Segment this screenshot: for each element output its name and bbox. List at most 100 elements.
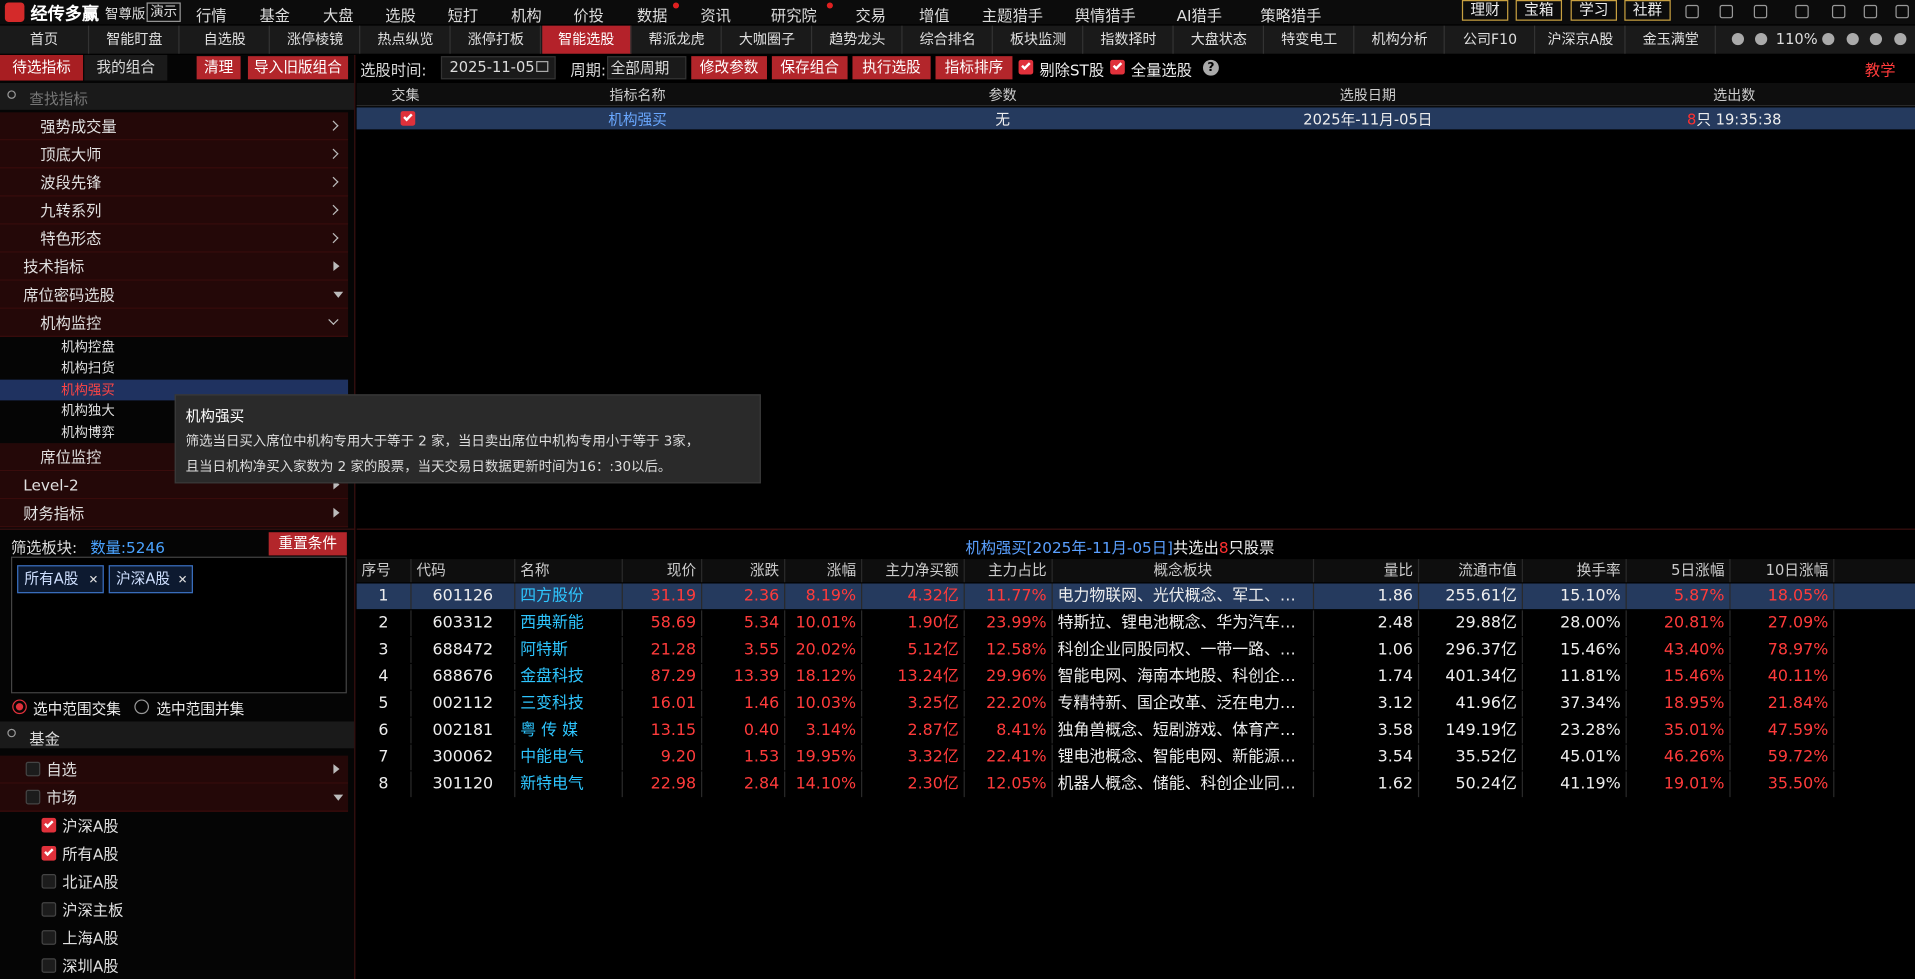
window-icon[interactable] <box>1719 4 1734 19</box>
tree-item[interactable]: 机构控盘 <box>0 337 348 358</box>
menu-button[interactable]: 学习 <box>1570 0 1618 21</box>
tab[interactable]: 趋势龙头 <box>813 25 903 54</box>
filter-tag[interactable]: 沪深A股 <box>108 565 193 594</box>
toolbar-icon[interactable] <box>1869 32 1883 46</box>
radio[interactable] <box>12 699 27 715</box>
tree-item[interactable]: 特色形态 <box>0 224 349 253</box>
date-input[interactable] <box>440 56 556 80</box>
menu-item[interactable]: 基金 <box>259 6 291 25</box>
menu-item[interactable]: 机构 <box>511 6 542 25</box>
tab[interactable]: 金玉满堂 <box>1627 25 1716 54</box>
menu-item[interactable]: 大盘 <box>323 6 354 25</box>
column-header[interactable]: 序号 <box>357 559 412 583</box>
toolbar-button[interactable]: 指标排序 <box>935 56 1013 80</box>
window-icon[interactable] <box>1685 4 1699 19</box>
toolbar-icon[interactable] <box>1731 32 1745 46</box>
toolbar-icon[interactable] <box>1755 32 1768 46</box>
menu-item[interactable]: 增值 <box>919 6 950 25</box>
menu-item[interactable]: 价投 <box>573 6 604 25</box>
tree-item[interactable]: 机构博弈 <box>0 422 348 443</box>
menu-item[interactable]: AI猎手 <box>1176 6 1223 25</box>
column-header[interactable]: 代码 <box>412 559 516 583</box>
window-icon[interactable] <box>1863 4 1878 19</box>
tree-item[interactable]: 席位密码选股 <box>0 280 349 309</box>
tab[interactable]: 公司F10 <box>1446 25 1536 54</box>
tab[interactable]: 特变电工 <box>1265 25 1355 54</box>
tree-item[interactable]: 北证A股 <box>0 868 348 896</box>
panel-button[interactable]: 导入旧版组合 <box>247 56 349 80</box>
tab[interactable]: 智能选股 <box>542 25 632 54</box>
column-header[interactable]: 主力占比 <box>965 559 1053 583</box>
checkbox[interactable] <box>41 874 57 889</box>
column-header[interactable]: 主力净买额 <box>862 559 965 583</box>
tab[interactable]: 大咖圈子 <box>723 25 813 54</box>
tree-item[interactable]: 机构监控 <box>0 308 349 337</box>
tree-item[interactable]: 技术指标 <box>0 252 349 281</box>
menu-item[interactable]: 数据 <box>636 6 668 25</box>
column-header[interactable]: 现价 <box>623 559 703 583</box>
checkbox[interactable] <box>41 817 57 833</box>
window-icon[interactable] <box>1831 4 1846 19</box>
menu-item[interactable]: 资讯 <box>700 6 731 25</box>
toolbar-button[interactable]: 执行选股 <box>852 56 931 80</box>
search-box[interactable] <box>0 83 355 110</box>
tree-item[interactable]: 沪深主板 <box>0 896 348 924</box>
menu-item[interactable]: 研究院 <box>770 6 817 25</box>
menu-item[interactable]: 选股 <box>385 6 416 25</box>
panel-tab[interactable]: 待选指标 <box>0 54 84 81</box>
filter-tag[interactable]: 所有A股 <box>17 565 104 594</box>
tab[interactable]: 指数择时 <box>1085 25 1174 54</box>
tab[interactable]: 机构分析 <box>1356 25 1445 54</box>
checkbox[interactable] <box>41 930 57 945</box>
tab[interactable]: 涨停棱镜 <box>271 25 361 54</box>
tab[interactable]: 涨停打板 <box>452 25 542 54</box>
checkbox[interactable] <box>41 902 57 917</box>
menu-item[interactable]: 主题猎手 <box>981 6 1043 25</box>
menu-button[interactable]: 理财 <box>1461 0 1509 21</box>
menu-item[interactable]: 策略猎手 <box>1260 6 1322 25</box>
tree-item[interactable]: 沪深A股 <box>0 812 348 840</box>
menu-item[interactable]: 交易 <box>855 6 887 25</box>
column-header[interactable]: 5日涨幅 <box>1627 559 1731 583</box>
checkbox[interactable] <box>25 761 41 777</box>
period-select[interactable]: 全部周期 <box>606 56 687 80</box>
search-box[interactable] <box>0 721 355 749</box>
checkbox[interactable] <box>1018 59 1034 75</box>
tree-item[interactable]: 九转系列 <box>0 196 349 225</box>
column-header[interactable]: 流通市值 <box>1419 559 1523 583</box>
menu-item[interactable]: 短打 <box>447 6 479 25</box>
panel-button[interactable]: 清理 <box>196 56 241 80</box>
column-header[interactable]: 换手率 <box>1523 559 1627 583</box>
tree-item[interactable]: 机构扫货 <box>0 358 348 379</box>
column-header[interactable]: 名称 <box>515 559 623 583</box>
tab[interactable]: 自选股 <box>181 25 270 54</box>
tab[interactable]: 沪深京A股 <box>1536 25 1626 54</box>
checkbox[interactable] <box>1110 59 1125 75</box>
checkbox[interactable] <box>400 111 416 126</box>
tree-item[interactable]: 上海A股 <box>0 924 348 952</box>
toolbar-button[interactable]: 保存组合 <box>771 56 848 80</box>
tab[interactable]: 大盘状态 <box>1175 25 1265 54</box>
window-icon[interactable] <box>1753 4 1768 19</box>
tab[interactable]: 热点纵览 <box>362 25 451 54</box>
tab[interactable]: 帮派龙虎 <box>633 25 722 54</box>
menu-item[interactable]: 舆情猎手 <box>1074 6 1136 25</box>
toolbar-icon[interactable] <box>1822 32 1835 46</box>
tab[interactable]: 板块监测 <box>994 25 1084 54</box>
column-header[interactable]: 概念板块 <box>1053 559 1315 583</box>
column-header[interactable]: 涨跌 <box>702 559 786 583</box>
tab[interactable]: 智能盯盘 <box>90 25 180 54</box>
tree-item[interactable]: 市场 <box>0 783 349 812</box>
tree-item[interactable]: 强势成交量 <box>0 112 349 141</box>
tree-item[interactable]: 波段先锋 <box>0 168 349 197</box>
help-link[interactable]: 教学 <box>1864 61 1896 80</box>
tree-item[interactable]: 财务指标 <box>0 499 349 528</box>
menu-button[interactable]: 社群 <box>1624 0 1671 21</box>
radio[interactable] <box>134 699 149 715</box>
checkbox[interactable] <box>41 958 57 973</box>
tree-item[interactable]: 自选 <box>0 755 349 784</box>
menu-button[interactable]: 宝箱 <box>1515 0 1563 21</box>
indicator-row[interactable] <box>356 107 1915 130</box>
column-header[interactable]: 量比 <box>1314 559 1420 583</box>
toolbar-button[interactable]: 修改参数 <box>691 56 767 80</box>
